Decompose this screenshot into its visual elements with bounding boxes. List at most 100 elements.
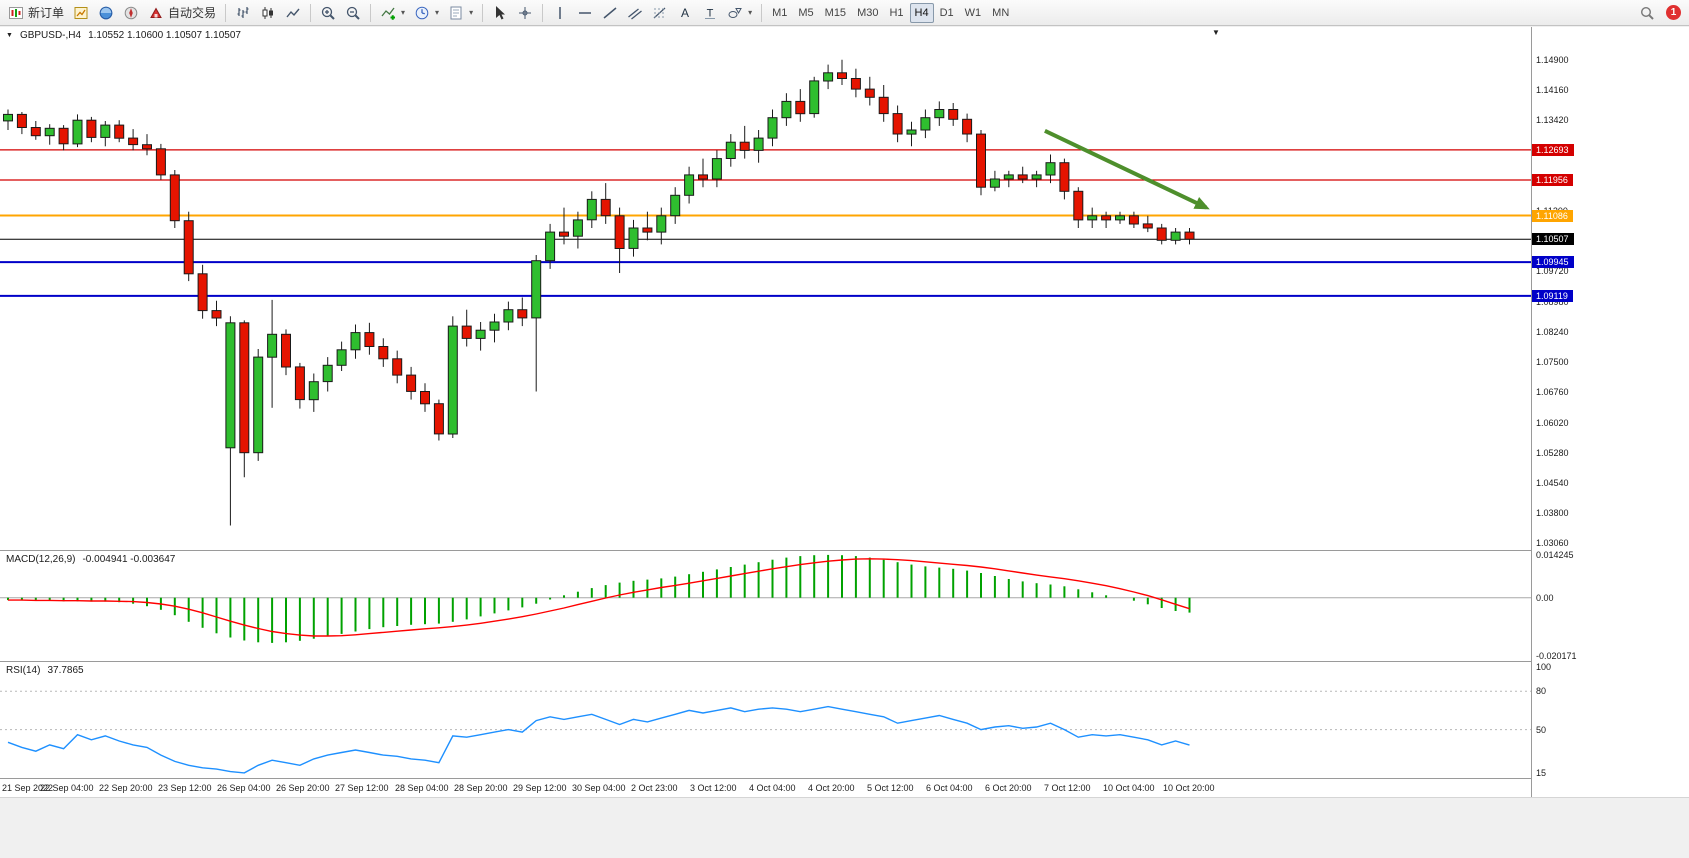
panel-separator[interactable] — [0, 778, 1689, 779]
time-axis-label: 30 Sep 04:00 — [572, 783, 626, 793]
cursor-button[interactable] — [488, 2, 512, 24]
time-axis-label: 5 Oct 12:00 — [867, 783, 914, 793]
time-axis-label: 4 Oct 20:00 — [808, 783, 855, 793]
templates-button[interactable]: ▾ — [444, 2, 477, 24]
navigator-button[interactable] — [119, 2, 143, 24]
ohlc-values: 1.10552 1.10600 1.10507 1.10507 — [88, 30, 241, 41]
new-chart-icon — [74, 6, 88, 19]
indicators-button[interactable]: ▾ — [376, 2, 409, 24]
rsi-tick-label: 100 — [1536, 662, 1552, 672]
price-line-label: 1.09119 — [1532, 290, 1573, 302]
price-tick-label: 1.07500 — [1536, 357, 1569, 367]
rsi-tick-label: 80 — [1536, 686, 1547, 696]
macd-chart — [0, 554, 1531, 643]
autotrading-label: 自动交易 — [168, 6, 217, 20]
timeframe-m1-button[interactable]: M1 — [767, 3, 792, 23]
time-axis-label: 29 Sep 12:00 — [513, 783, 567, 793]
timeframe-m15-button[interactable]: M15 — [820, 3, 851, 23]
svg-text:T: T — [707, 7, 714, 19]
vertical-line-icon — [559, 6, 561, 19]
time-axis-label: 26 Sep 04:00 — [217, 783, 271, 793]
timeframe-d1-button[interactable]: D1 — [935, 3, 959, 23]
text-label-tool-button[interactable]: T — [698, 2, 722, 24]
zoom-in-button[interactable] — [316, 2, 340, 24]
crosshair-icon — [519, 6, 532, 19]
shapes-tool-button[interactable]: ▾ — [723, 2, 756, 24]
line-chart-button[interactable] — [281, 2, 305, 24]
time-axis-label: 21 Sep 2022 — [2, 783, 54, 793]
chart-shift-marker[interactable]: ▼ — [1212, 28, 1220, 37]
price-tick-label: 1.03060 — [1536, 538, 1569, 548]
price-tick-label: 1.14160 — [1536, 85, 1569, 95]
toolbar-separator — [225, 3, 227, 22]
crosshair-button[interactable] — [513, 2, 537, 24]
one-click-trading-toggle[interactable]: ▼ — [6, 32, 13, 39]
price-tick-label: 1.08980 — [1536, 297, 1569, 307]
bar-chart-icon — [237, 6, 249, 18]
horizontal-line-tool-button[interactable] — [573, 2, 597, 24]
rsi-chart — [0, 690, 1531, 774]
time-axis-label: 26 Sep 20:00 — [276, 783, 330, 793]
price-line-label: 1.12693 — [1532, 144, 1574, 156]
macd-tick-label: 0.014245 — [1536, 550, 1574, 560]
macd-panel[interactable]: MACD(12,26,9) -0.004941 -0.003647 — [0, 551, 1531, 661]
notification-badge[interactable]: 1 — [1666, 5, 1681, 20]
main-toolbar: 新订单 自动交易 — [0, 0, 1689, 26]
new-chart-button[interactable] — [69, 2, 93, 24]
time-axis-label: 23 Sep 12:00 — [158, 783, 212, 793]
channel-icon — [628, 7, 642, 20]
candlestick-chart[interactable] — [0, 27, 1531, 550]
bar-chart-button[interactable] — [231, 2, 255, 24]
time-axis-label: 28 Sep 04:00 — [395, 783, 449, 793]
new-order-button[interactable]: 新订单 — [4, 2, 68, 24]
timeframe-m30-button[interactable]: M30 — [852, 3, 883, 23]
text-icon: A — [681, 6, 689, 20]
panel-separator[interactable] — [0, 661, 1689, 662]
timeframe-h1-button[interactable]: H1 — [884, 3, 908, 23]
timeframe-mn-button[interactable]: MN — [987, 3, 1014, 23]
price-tick-label: 1.05280 — [1536, 448, 1569, 458]
fibonacci-tool-button[interactable] — [648, 2, 672, 24]
rsi-panel[interactable]: RSI(14) 37.7865 — [0, 662, 1531, 778]
time-axis-label: 6 Oct 04:00 — [926, 783, 973, 793]
shapes-icon — [728, 7, 742, 18]
main-price-scale: 1.149001.141601.134201.126801.119401.112… — [1532, 27, 1689, 550]
timeframe-w1-button[interactable]: W1 — [960, 3, 987, 23]
rsi-value: 37.7865 — [47, 665, 84, 676]
time-axis[interactable]: 21 Sep 2022 22 Sep 04:00 22 Sep 20:00 23 Se… — [0, 779, 1531, 797]
trendline-tool-button[interactable] — [598, 2, 622, 24]
price-tick-label: 1.09720 — [1536, 266, 1569, 276]
price-tick-label: 1.06020 — [1536, 418, 1569, 428]
dropdown-caret-icon: ▾ — [469, 8, 474, 17]
symbol-label: GBPUSD-,H4 — [19, 30, 82, 41]
market-watch-button[interactable] — [94, 2, 118, 24]
main-chart-panel[interactable]: ▼ GBPUSD-,H4 1.10552 1.10600 1.10507 1.1… — [0, 27, 1531, 550]
candlestick-chart-button[interactable] — [256, 2, 280, 24]
rsi-tick-label: 15 — [1536, 768, 1547, 778]
candlestick-chart-icon — [262, 6, 274, 19]
time-axis-label: 10 Oct 04:00 — [1103, 783, 1155, 793]
market-watch-icon — [99, 6, 113, 19]
timeframe-m5-button[interactable]: M5 — [793, 3, 818, 23]
timeframe-h4-button[interactable]: H4 — [909, 2, 934, 23]
symbol-ohlc-line: ▼ GBPUSD-,H4 1.10552 1.10600 1.10507 1.1… — [6, 30, 241, 41]
text-tool-button[interactable]: A — [673, 2, 697, 24]
periods-button[interactable]: ▾ — [410, 2, 443, 24]
window-background — [0, 797, 1689, 858]
autotrading-button[interactable]: 自动交易 — [144, 2, 220, 24]
macd-label: MACD(12,26,9) — [6, 554, 76, 565]
new-order-label: 新订单 — [28, 6, 65, 20]
new-order-icon — [9, 6, 23, 19]
line-chart-icon — [286, 8, 300, 17]
price-scale[interactable]: 1.149001.141601.134201.126801.119401.112… — [1531, 27, 1689, 797]
toolbar-separator — [370, 3, 372, 22]
macd-tick-label: 0.00 — [1536, 593, 1554, 603]
vertical-line-tool-button[interactable] — [548, 2, 572, 24]
zoom-out-button[interactable] — [341, 2, 365, 24]
macd-values: -0.004941 -0.003647 — [82, 554, 176, 565]
search-button[interactable] — [1635, 2, 1659, 24]
panel-separator[interactable] — [0, 550, 1689, 551]
chart-window: ▼ GBPUSD-,H4 1.10552 1.10600 1.10507 1.1… — [0, 27, 1689, 858]
horizontal-line-icon — [579, 11, 592, 14]
channel-tool-button[interactable] — [623, 2, 647, 24]
